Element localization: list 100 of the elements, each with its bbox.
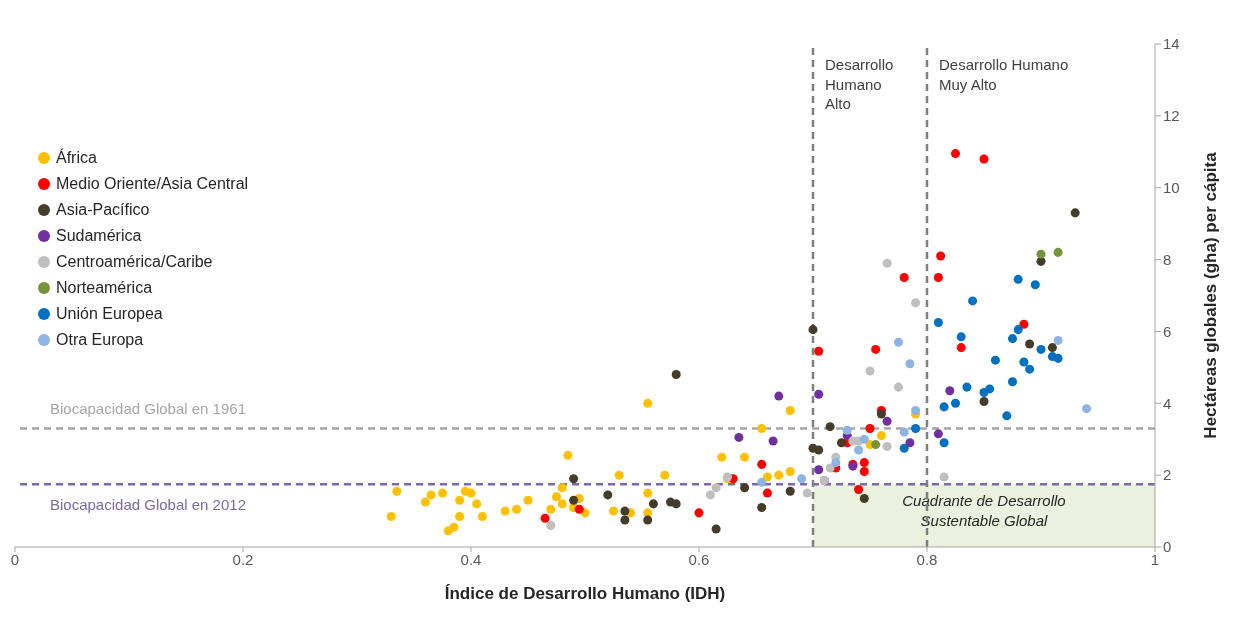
y-tick-label: 6 [1163, 322, 1172, 340]
point [825, 422, 835, 432]
ref-line-label: Desarrollo Humano Muy Alto [939, 56, 1069, 93]
point [574, 504, 584, 514]
point [802, 488, 812, 498]
point [1025, 364, 1035, 374]
point [814, 389, 824, 399]
point [956, 332, 966, 342]
point [1025, 339, 1035, 349]
point [899, 443, 909, 453]
point [472, 499, 482, 509]
point [386, 511, 396, 521]
point [911, 298, 921, 308]
point [1007, 334, 1018, 344]
point [1036, 344, 1046, 354]
x-tick-label: 0 [10, 550, 20, 568]
point [882, 258, 892, 268]
point [551, 492, 562, 502]
point [774, 470, 784, 480]
point [950, 398, 961, 408]
point [426, 490, 436, 500]
point [620, 515, 630, 525]
point [876, 431, 886, 441]
point [717, 452, 727, 462]
point [1053, 335, 1063, 345]
point [979, 396, 989, 406]
point [1053, 247, 1063, 257]
point [608, 506, 619, 516]
point [871, 344, 881, 354]
point [785, 405, 795, 415]
point [1047, 343, 1057, 353]
point [1070, 208, 1080, 218]
point [1013, 274, 1023, 284]
x-tick-label: 0.8 [916, 550, 938, 568]
legend-label: Otra Europa [56, 330, 144, 350]
legend-label: Centroamérica/Caribe [56, 252, 213, 272]
point [437, 488, 448, 498]
point [808, 325, 818, 335]
point [814, 346, 824, 356]
point [569, 474, 579, 484]
point [939, 472, 949, 482]
point [905, 359, 915, 369]
point [455, 511, 465, 521]
point [449, 522, 459, 532]
point [854, 485, 864, 495]
point [705, 490, 715, 500]
point [648, 499, 658, 509]
point [871, 440, 881, 450]
point [392, 486, 402, 496]
point [859, 493, 869, 503]
point [893, 337, 904, 347]
point [882, 441, 892, 451]
point [757, 423, 767, 433]
legend-label: Norteamérica [56, 278, 153, 298]
point [825, 463, 835, 473]
point [842, 425, 852, 435]
point [945, 386, 955, 396]
ref-line-label: Desarrollo Humano Alto [825, 56, 894, 112]
point [762, 472, 772, 482]
point [500, 506, 510, 516]
point [762, 488, 772, 498]
y-tick-label: 10 [1163, 179, 1180, 197]
legend-label: Unión Europea [56, 304, 163, 324]
point [740, 452, 750, 462]
point [893, 382, 904, 392]
point [757, 477, 767, 487]
point [1013, 325, 1023, 335]
y-tick-label: 8 [1163, 250, 1172, 268]
point [711, 524, 721, 534]
point [1030, 280, 1040, 290]
point [985, 384, 995, 394]
y-tick-label: 0 [1163, 538, 1172, 556]
point [797, 474, 807, 484]
point [936, 251, 946, 261]
point [774, 391, 784, 401]
point [1019, 357, 1029, 367]
point [990, 355, 1000, 365]
y-axis-title: Hectáreas globales (gha) per cápita [1201, 151, 1221, 439]
point [557, 499, 567, 509]
point [962, 382, 972, 392]
legend-label: Asia-Pacífico [56, 200, 150, 220]
point [540, 513, 550, 523]
point [1082, 404, 1092, 414]
point [899, 427, 909, 437]
point [859, 434, 869, 444]
legend-label: Medio Oriente/Asia Central [56, 174, 249, 194]
point [694, 508, 704, 518]
ref-line-label: Biocapacidad Global en 2012 [50, 496, 246, 514]
point [603, 490, 613, 500]
point [734, 432, 744, 442]
point [911, 423, 921, 433]
y-tick-label: 4 [1163, 394, 1172, 412]
point [836, 438, 847, 448]
point [563, 450, 573, 460]
point [768, 436, 778, 446]
point [865, 423, 875, 433]
point [933, 429, 943, 439]
point [785, 486, 795, 496]
point [671, 499, 681, 509]
point [620, 506, 630, 516]
